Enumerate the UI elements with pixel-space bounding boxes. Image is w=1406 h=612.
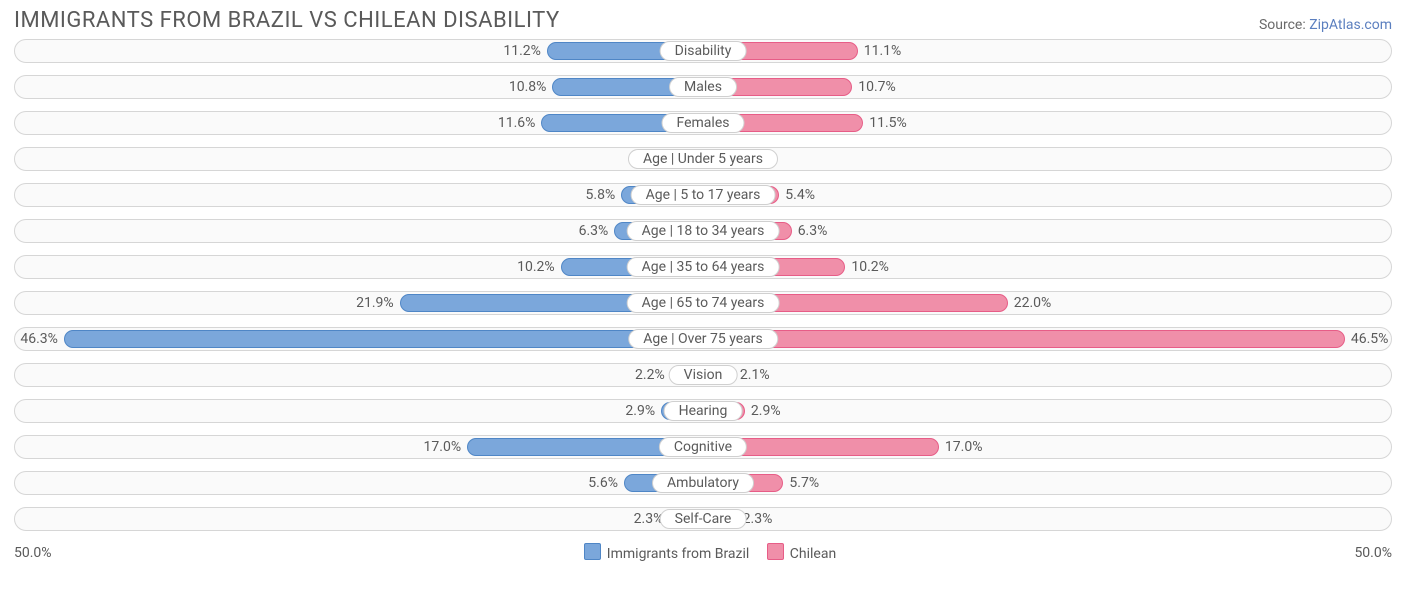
row-track: 2.9% 2.9% Hearing	[14, 399, 1392, 423]
value-left: 21.9%	[356, 292, 394, 314]
row-track: 21.9% 22.0% Age | 65 to 74 years	[14, 291, 1392, 315]
source-link[interactable]: ZipAtlas.com	[1309, 17, 1392, 33]
chart-row: 1.4%1.3%Age | Under 5 years	[14, 147, 1392, 177]
row-track: 1.4%1.3%Age | Under 5 years	[14, 147, 1392, 171]
chart-row: 11.6% 11.5% Females	[14, 111, 1392, 141]
value-right: 6.3%	[798, 220, 828, 242]
value-right: 10.2%	[851, 256, 889, 278]
value-left: 11.2%	[503, 40, 541, 62]
row-track: 11.2% 11.1% Disability	[14, 39, 1392, 63]
category-label: Self-Care	[660, 509, 747, 529]
value-right: 2.9%	[751, 400, 781, 422]
value-right: 11.5%	[869, 112, 907, 134]
value-right: 11.1%	[864, 40, 902, 62]
axis-max-left: 50.0%	[14, 545, 52, 561]
category-label: Age | Over 75 years	[628, 329, 778, 349]
category-label: Hearing	[664, 401, 743, 421]
chart-row: 21.9% 22.0% Age | 65 to 74 years	[14, 291, 1392, 321]
category-label: Ambulatory	[652, 473, 754, 493]
category-label: Males	[669, 77, 737, 97]
category-label: Vision	[669, 365, 738, 385]
category-label: Age | 18 to 34 years	[627, 221, 780, 241]
value-left: 5.6%	[588, 472, 618, 494]
value-left: 2.2%	[635, 364, 665, 386]
chart-row: 46.3% 46.5% Age | Over 75 years	[14, 327, 1392, 357]
row-track: 11.6% 11.5% Females	[14, 111, 1392, 135]
row-track: 2.2% 2.1%Vision	[14, 363, 1392, 387]
chart-row: 10.8% 10.7% Males	[14, 75, 1392, 105]
legend-swatch-left	[584, 543, 601, 560]
value-left: 17.0%	[424, 436, 462, 458]
row-track: 10.8% 10.7% Males	[14, 75, 1392, 99]
row-track: 5.6% 5.7% Ambulatory	[14, 471, 1392, 495]
row-track: 2.3%2.3%Self-Care	[14, 507, 1392, 531]
row-track: 10.2% 10.2% Age | 35 to 64 years	[14, 255, 1392, 279]
chart-row: 17.0% 17.0% Cognitive	[14, 435, 1392, 465]
value-right: 17.0%	[945, 436, 983, 458]
chart-row: 6.3% 6.3% Age | 18 to 34 years	[14, 219, 1392, 249]
chart-row: 11.2% 11.1% Disability	[14, 39, 1392, 69]
value-left: 10.2%	[517, 256, 555, 278]
legend: Immigrants from Brazil Chilean	[52, 543, 1355, 562]
legend-label-right: Chilean	[790, 546, 836, 562]
category-label: Age | Under 5 years	[628, 149, 778, 169]
value-left: 5.8%	[586, 184, 616, 206]
row-track: 6.3% 6.3% Age | 18 to 34 years	[14, 219, 1392, 243]
row-track: 17.0% 17.0% Cognitive	[14, 435, 1392, 459]
diverging-bar-chart: 11.2% 11.1% Disability 10.8% 10.7% Males 11.6%…	[14, 39, 1392, 537]
chart-row: 10.2% 10.2% Age | 35 to 64 years	[14, 255, 1392, 285]
source-attribution: Source: ZipAtlas.com	[1259, 17, 1392, 33]
category-label: Age | 5 to 17 years	[631, 185, 776, 205]
chart-row: 5.8% 5.4% Age | 5 to 17 years	[14, 183, 1392, 213]
value-left: 2.9%	[625, 400, 655, 422]
row-track: 5.8% 5.4% Age | 5 to 17 years	[14, 183, 1392, 207]
category-label: Age | 35 to 64 years	[627, 257, 780, 277]
row-track: 46.3% 46.5% Age | Over 75 years	[14, 327, 1392, 351]
bar-left	[64, 330, 703, 348]
value-right: 46.5%	[1351, 328, 1389, 350]
value-right: 22.0%	[1014, 292, 1052, 314]
chart-row: 2.2% 2.1%Vision	[14, 363, 1392, 393]
source-prefix: Source:	[1259, 17, 1309, 33]
value-right: 10.7%	[858, 76, 896, 98]
chart-row: 2.9% 2.9% Hearing	[14, 399, 1392, 429]
legend-label-left: Immigrants from Brazil	[607, 546, 750, 562]
chart-row: 2.3%2.3%Self-Care	[14, 507, 1392, 537]
category-label: Age | 65 to 74 years	[627, 293, 780, 313]
legend-swatch-right	[767, 543, 784, 560]
category-label: Cognitive	[659, 437, 747, 457]
value-right: 2.3%	[743, 508, 773, 530]
value-left: 46.3%	[20, 328, 58, 350]
value-right: 2.1%	[740, 364, 770, 386]
category-label: Females	[662, 113, 745, 133]
value-right: 5.7%	[789, 472, 819, 494]
axis-max-right: 50.0%	[1354, 545, 1392, 561]
chart-title: IMMIGRANTS FROM BRAZIL VS CHILEAN DISABI…	[14, 8, 560, 33]
category-label: Disability	[660, 41, 747, 61]
bar-right	[703, 330, 1345, 348]
value-left: 11.6%	[498, 112, 536, 134]
value-right: 5.4%	[785, 184, 815, 206]
value-left: 6.3%	[579, 220, 609, 242]
chart-row: 5.6% 5.7% Ambulatory	[14, 471, 1392, 501]
value-left: 10.8%	[509, 76, 547, 98]
